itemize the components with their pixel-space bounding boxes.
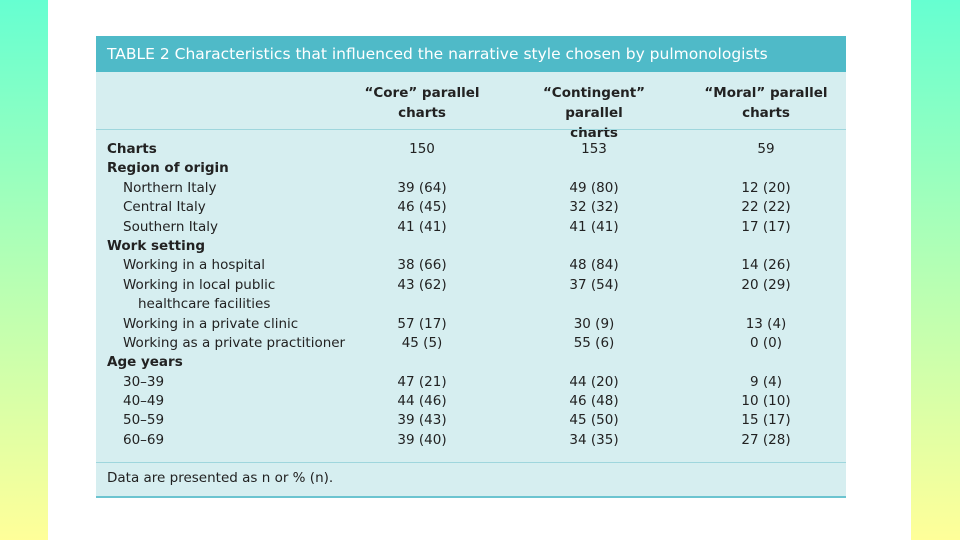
table-row: Working in local public 43 (62) 37 (54) 20 … <box>96 276 846 295</box>
table-cell: 10 (10) <box>741 393 791 410</box>
table-cell: 30 (9) <box>573 315 615 332</box>
table-cell: 39 (40) <box>397 431 447 448</box>
row-label: 50–59 <box>123 412 165 429</box>
table-cell: 9 (4) <box>749 373 782 390</box>
footer-divider <box>96 462 846 463</box>
table-cell: 153 <box>581 141 607 157</box>
table-cell: 32 (32) <box>569 199 619 216</box>
row-label: Age years <box>107 354 183 371</box>
row-label: 60–69 <box>123 431 165 448</box>
table-row: Working as a private practitioner 45 (5) 5… <box>96 334 846 353</box>
table-row: Working in a hospital 38 (66) 48 (84) 14 (2… <box>96 256 846 275</box>
table-cell: 0 (0) <box>749 334 782 351</box>
column-header-moral: “Moral” parallel charts <box>691 83 841 123</box>
table-row: healthcare facilities <box>96 295 846 314</box>
table-row: 60–69 39 (40) 34 (35) 27 (28) <box>96 431 846 450</box>
row-label: Working in a private clinic <box>123 315 299 332</box>
row-label: healthcare facilities <box>138 296 271 313</box>
table-cell: 41 (41) <box>397 218 447 235</box>
table-cell: 27 (28) <box>741 431 791 448</box>
row-label: Region of origin <box>107 160 229 177</box>
column-header-contingent-line1: “Contingent” parallel <box>542 85 646 121</box>
table-row: Southern Italy 41 (41) 41 (41) 17 (17) <box>96 218 846 237</box>
table-cell: 15 (17) <box>741 412 791 429</box>
table-row: Work setting <box>96 237 846 256</box>
table-cell: 150 <box>409 141 435 157</box>
row-label: Northern Italy <box>123 179 217 196</box>
column-header-core: “Core” parallel charts <box>347 83 497 123</box>
table-cell: 55 (6) <box>573 334 615 351</box>
table-row: Region of origin <box>96 159 846 178</box>
table-cell: 46 (48) <box>569 393 619 410</box>
table-cell: 39 (64) <box>397 179 447 196</box>
table-row: Working in a private clinic 57 (17) 30 (9)… <box>96 315 846 334</box>
table-cell: 44 (20) <box>569 373 619 390</box>
column-header-core-line2: charts <box>398 105 446 121</box>
row-label: 30–39 <box>123 373 165 390</box>
table-title: TABLE 2 Characteristics that influenced … <box>96 36 846 72</box>
table-cell: 43 (62) <box>397 276 447 293</box>
table-body: Charts 150 153 59 Region of origin Northern I… <box>96 140 846 450</box>
table-cell: 47 (21) <box>397 373 447 390</box>
table-cell: 59 <box>757 141 775 157</box>
table-row: Charts 150 153 59 <box>96 140 846 159</box>
table-cell: 48 (84) <box>569 257 619 274</box>
column-header-moral-line2: charts <box>742 105 790 121</box>
table-cell: 22 (22) <box>741 199 791 216</box>
row-label: Working in local public <box>123 276 276 293</box>
row-label: Charts <box>107 141 157 157</box>
row-label: 40–49 <box>123 393 165 410</box>
table-cell: 39 (43) <box>397 412 447 429</box>
table-cell: 49 (80) <box>569 179 619 196</box>
column-header-moral-line1: “Moral” parallel <box>704 85 828 101</box>
table-cell: 34 (35) <box>569 431 619 448</box>
table-cell: 41 (41) <box>569 218 619 235</box>
table-cell: 13 (4) <box>745 315 787 332</box>
table-row: Central Italy 46 (45) 32 (32) 22 (22) <box>96 198 846 217</box>
data-table: TABLE 2 Characteristics that influenced … <box>96 36 846 498</box>
table-row: Age years <box>96 353 846 372</box>
table-row: 40–49 44 (46) 46 (48) 10 (10) <box>96 392 846 411</box>
table-footnote: Data are presented as n or % (n). <box>107 470 334 486</box>
row-label: Southern Italy <box>123 218 218 235</box>
column-header-contingent: “Contingent” parallel charts <box>519 83 669 143</box>
table-cell: 45 (5) <box>401 334 443 351</box>
row-label: Working as a private practitioner <box>123 334 346 351</box>
row-label: Work setting <box>107 237 206 254</box>
table-cell: 20 (29) <box>741 276 791 293</box>
table-row: 30–39 47 (21) 44 (20) 9 (4) <box>96 373 846 392</box>
table-cell: 46 (45) <box>397 199 447 216</box>
table-row: Northern Italy 39 (64) 49 (80) 12 (20) <box>96 179 846 198</box>
table-cell: 57 (17) <box>397 315 447 332</box>
row-label: Central Italy <box>123 199 206 216</box>
table-cell: 45 (50) <box>569 412 619 429</box>
table-cell: 38 (66) <box>397 257 447 274</box>
table-cell: 44 (46) <box>397 393 447 410</box>
table-cell: 12 (20) <box>741 179 791 196</box>
row-label: Working in a hospital <box>123 257 266 274</box>
table-row: 50–59 39 (43) 45 (50) 15 (17) <box>96 411 846 430</box>
header-divider <box>96 129 846 130</box>
table-cell: 14 (26) <box>741 257 791 274</box>
table-cell: 17 (17) <box>741 218 791 235</box>
column-header-core-line1: “Core” parallel <box>364 85 480 101</box>
table-cell: 37 (54) <box>569 276 619 293</box>
